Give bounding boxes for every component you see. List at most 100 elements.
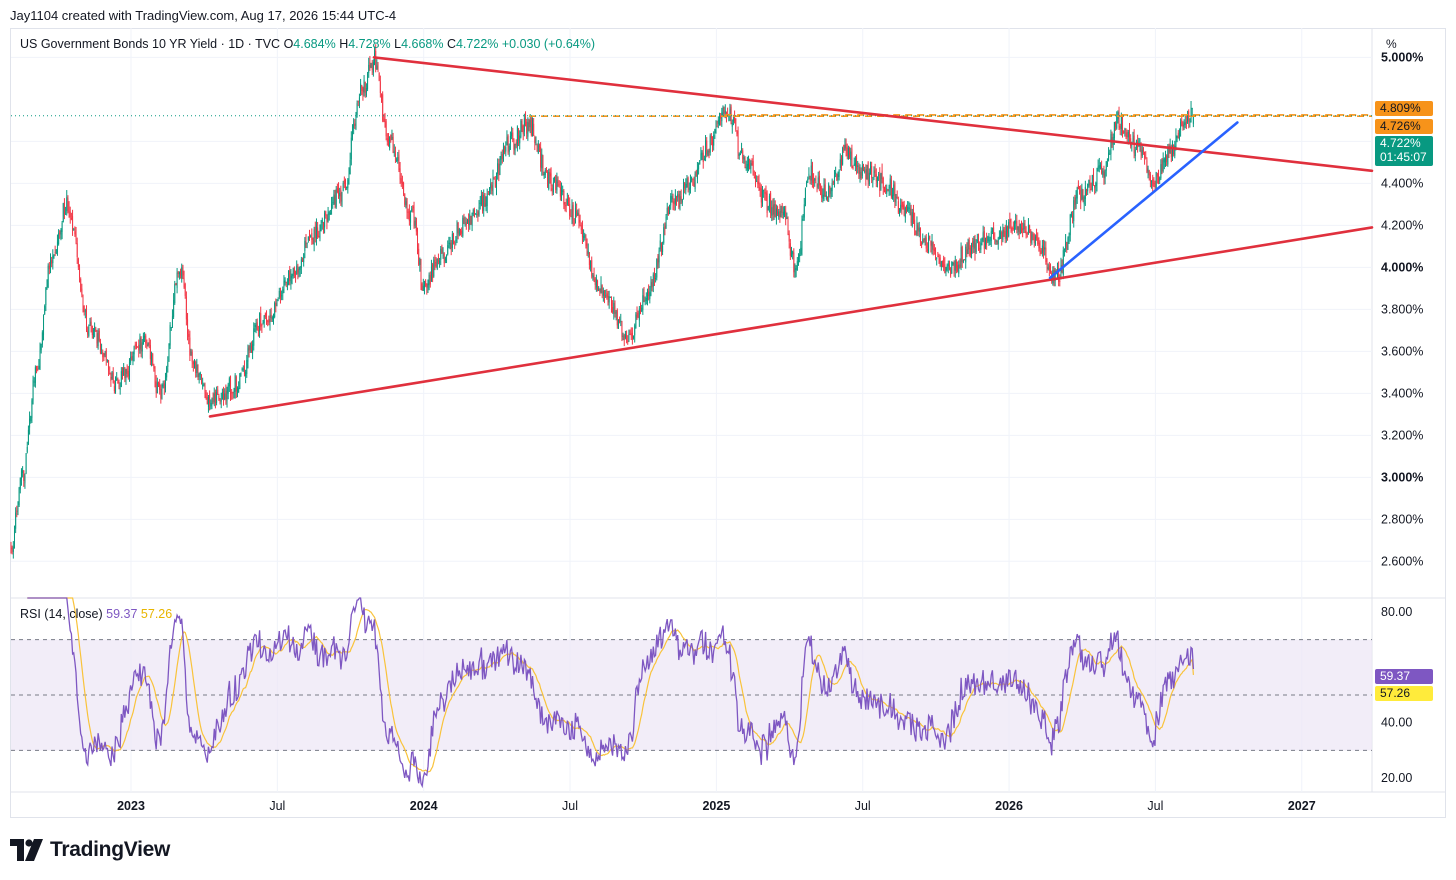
candle-body — [103, 354, 105, 357]
candle-body — [896, 196, 898, 199]
candle-body — [1167, 147, 1169, 165]
candle-body — [1142, 147, 1144, 152]
rsi-legend[interactable]: RSI (14, close) 59.37 57.26 — [20, 607, 172, 621]
candle-body — [857, 165, 859, 167]
candle-body — [838, 169, 840, 177]
candle-body — [939, 257, 941, 267]
candle-body — [156, 382, 158, 394]
candle-body — [750, 163, 752, 169]
candle-body — [266, 316, 268, 323]
candle-body — [1140, 146, 1142, 153]
candle-body — [224, 393, 226, 400]
candle-body — [753, 176, 755, 178]
candle-body — [840, 157, 842, 166]
candle-body — [170, 327, 172, 329]
candle-body — [117, 381, 119, 383]
candle-body — [167, 362, 169, 367]
price-unit-label[interactable]: % — [1386, 37, 1397, 51]
candle-body — [320, 224, 322, 232]
candle-body — [748, 159, 750, 167]
candle-body — [473, 209, 475, 218]
candle-body — [969, 247, 971, 255]
candle-body — [508, 145, 510, 152]
candle-body — [365, 88, 367, 96]
candle-body — [1182, 125, 1184, 128]
chart-frame[interactable] — [10, 28, 1446, 818]
candle-body — [389, 136, 391, 149]
candle-body — [51, 260, 53, 264]
candle-body — [1122, 116, 1124, 134]
candle-body — [155, 381, 157, 394]
candle-body — [837, 175, 839, 178]
candle-body — [987, 236, 989, 242]
candle-body — [321, 219, 323, 223]
candle-body — [278, 290, 280, 298]
candle-body — [504, 146, 506, 153]
candle-body — [1171, 142, 1173, 160]
candle-body — [813, 179, 815, 184]
candle-body — [166, 367, 168, 378]
time-tick-label: Jul — [269, 799, 285, 813]
candle-body — [1040, 250, 1042, 255]
price-tick-label: 2.800% — [1381, 512, 1423, 526]
candle-body — [88, 326, 90, 336]
candle-body — [641, 307, 643, 312]
candle-body — [734, 116, 736, 122]
candle-body — [933, 248, 935, 252]
candle-body — [1060, 265, 1062, 280]
candle-body — [212, 397, 214, 402]
candle-body — [405, 201, 407, 206]
candle-body — [649, 292, 651, 300]
candle-body — [392, 136, 394, 153]
candle-body — [1148, 170, 1150, 176]
candle-body — [390, 134, 392, 141]
candle-body — [941, 260, 943, 262]
candle-body — [903, 204, 905, 216]
candle-body — [462, 217, 464, 237]
candle-body — [701, 152, 703, 155]
candle-body — [303, 253, 305, 263]
candle-body — [23, 470, 25, 481]
candle-body — [851, 148, 853, 168]
candle-body — [77, 258, 79, 268]
candle-body — [723, 107, 725, 115]
candle-body — [226, 393, 228, 402]
candle-body — [895, 199, 897, 203]
open-value: 4.684% — [293, 37, 336, 51]
candle-body — [660, 243, 662, 252]
candle-body — [608, 296, 610, 303]
candle-body — [967, 242, 969, 254]
candle-body — [716, 126, 718, 128]
candle-body — [485, 203, 487, 210]
symbol-legend[interactable]: US Government Bonds 10 YR Yield · 1D · T… — [20, 37, 595, 51]
candle-body — [195, 361, 197, 373]
candle-body — [332, 202, 334, 204]
candle-body — [1044, 247, 1046, 250]
candle-body — [816, 185, 818, 187]
candle-body — [777, 206, 779, 215]
candle-body — [334, 195, 336, 205]
candle-body — [13, 531, 15, 544]
candle-body — [599, 288, 601, 293]
candle-body — [901, 201, 903, 208]
candle-body — [989, 240, 991, 242]
candle-body — [1092, 172, 1094, 185]
candle-body — [198, 373, 200, 378]
candle-body — [859, 169, 861, 177]
candle-body — [809, 175, 811, 180]
candle-body — [794, 268, 796, 275]
tradingview-logo[interactable]: TradingView — [10, 838, 170, 862]
candle-body — [781, 205, 783, 213]
candle-body — [505, 146, 507, 152]
candle-body — [191, 351, 193, 362]
candle-body — [568, 200, 570, 202]
candle-body — [593, 274, 595, 280]
candle-body — [885, 190, 887, 192]
candle-body — [522, 125, 524, 135]
candle-body — [516, 126, 518, 147]
candle-body — [914, 219, 916, 230]
candle-body — [204, 385, 206, 393]
candle-body — [146, 344, 148, 346]
candle-body — [846, 147, 848, 157]
